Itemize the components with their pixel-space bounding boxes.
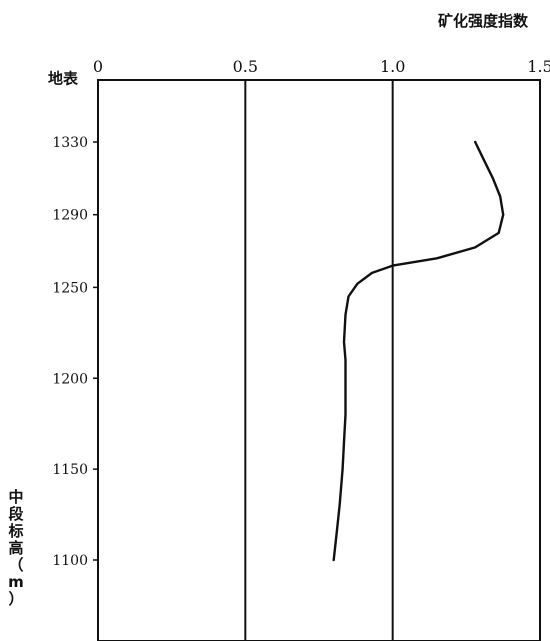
series-0-point-3 — [499, 195, 502, 198]
series-0-point-17 — [343, 440, 345, 443]
y-axis-label: 中段标高（ m） — [7, 488, 23, 608]
x-tick-labels: 0 0.5 1.0 1.5 — [93, 57, 550, 76]
y-tick-label-6: 1100 — [52, 553, 88, 569]
series-0-point-16 — [344, 413, 347, 416]
x-tick-label-2: 1.0 — [380, 57, 405, 76]
svg-text:中段标高（m）: 中段标高（ m） — [7, 488, 23, 608]
y-tick-label-3: 1250 — [52, 280, 88, 296]
series-0-point-20 — [335, 531, 338, 534]
series-0-point-8 — [391, 264, 394, 267]
y-tick-label-5: 1150 — [52, 462, 88, 478]
series-0-point-13 — [343, 341, 345, 343]
series-0-point-4 — [502, 213, 505, 216]
series-0-point-14 — [344, 359, 347, 361]
series-0-point-7 — [435, 257, 438, 260]
series-0-point-19 — [338, 504, 341, 507]
y-tick-label-1: 1330 — [52, 135, 88, 151]
series-0-point-6 — [474, 246, 477, 249]
y-tick-label-2: 1290 — [52, 208, 88, 224]
series-0-point-0 — [474, 141, 477, 143]
series-0-point-15 — [344, 386, 347, 389]
x-tick-label-0: 0 — [93, 57, 103, 76]
series-0-point-11 — [347, 295, 350, 298]
y-tick-label-4: 1200 — [52, 371, 88, 387]
y-tick-label-0: 地表 — [48, 69, 79, 87]
series-0-point-18 — [341, 468, 344, 471]
gridlines — [244, 80, 394, 641]
series-0-point-2 — [491, 177, 494, 180]
series-0-point-10 — [356, 282, 359, 285]
chart-title: 矿化强度指数 — [438, 12, 529, 30]
x-tick-label-1: 0.5 — [233, 57, 258, 76]
series-group — [332, 140, 505, 562]
y-tick-labels: 地表 1330 1290 1250 1200 1150 1100 — [48, 69, 98, 569]
x-tick-label-3: 1.5 — [527, 57, 550, 76]
plot-frame — [97, 79, 541, 641]
series-0-point-5 — [497, 231, 500, 234]
series-0-point-9 — [371, 271, 373, 274]
series-0-point-21 — [332, 559, 335, 561]
series-line-0 — [332, 140, 505, 562]
series-0-point-12 — [344, 313, 347, 316]
series-0-point-1 — [483, 159, 485, 162]
